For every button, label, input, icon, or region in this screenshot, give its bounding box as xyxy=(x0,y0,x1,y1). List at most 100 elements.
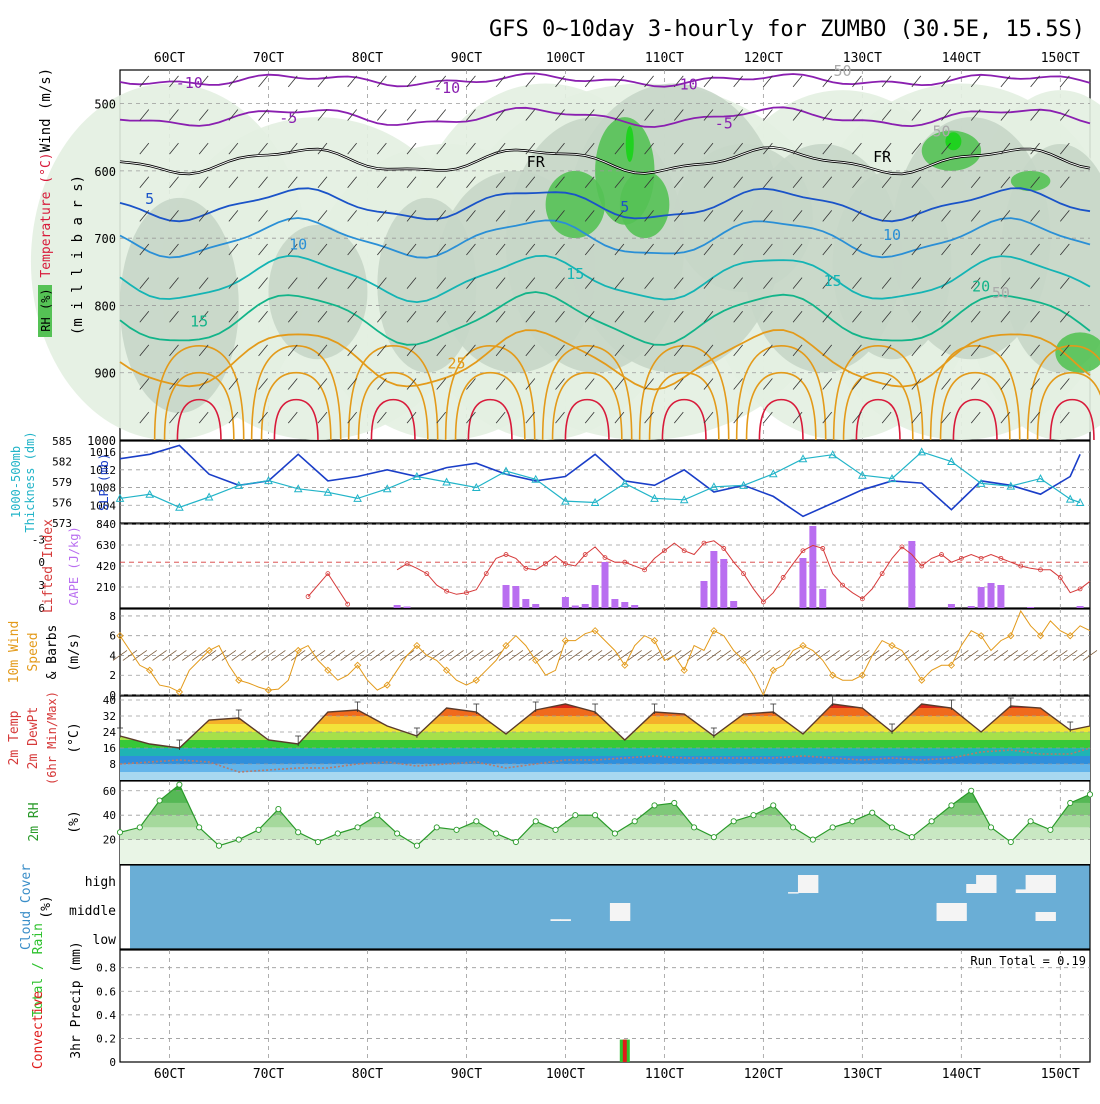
wind-barb-57 xyxy=(676,650,692,661)
upper-wind-barb-281 xyxy=(881,277,892,289)
lifted-point-6 xyxy=(404,561,410,567)
wind-barb-97 xyxy=(1072,650,1088,661)
upper-wind-barb-215 xyxy=(703,277,714,289)
temp-band-7 xyxy=(120,716,1090,724)
wind-barb-79 xyxy=(894,650,910,661)
upper-wind-barb-300 xyxy=(941,176,951,188)
upper-wind-barb-69 xyxy=(317,176,328,188)
wind-barb-40 xyxy=(508,650,524,661)
upper-wind-barb-59 xyxy=(287,210,298,222)
upper-ylabel-wind: Wind (m/s) xyxy=(38,68,54,152)
upper-wind-barb-231 xyxy=(763,75,773,88)
slp-rtick-1012: 1012 xyxy=(90,464,117,477)
cape-bar-7 xyxy=(571,605,579,608)
upper-wind-barb-149 xyxy=(525,277,536,289)
upper-wind-barb-209 xyxy=(703,75,714,88)
rh-band-1 xyxy=(120,827,1090,840)
temp-tick-24: 24 xyxy=(103,726,117,739)
cape-bar-36 xyxy=(1076,606,1084,608)
upper-wind-barb-35 xyxy=(228,142,239,155)
upper-wind-barb-66 xyxy=(317,75,328,88)
upper-wind-barb-345 xyxy=(1059,210,1070,222)
upper-wind-barb-38 xyxy=(228,243,239,256)
upper-wind-barb-92 xyxy=(377,210,387,222)
lifted-point-26 xyxy=(602,555,608,560)
cape-bar-23 xyxy=(819,589,827,608)
upper-wind-barb-129 xyxy=(466,344,476,357)
upper-wind-barb-154 xyxy=(555,75,565,88)
isotherm-line-7 xyxy=(119,329,1091,391)
upper-wind-barb-278 xyxy=(881,176,892,188)
slp-label: SLP (mb) xyxy=(97,453,111,511)
upper-wind-barb-53 xyxy=(258,378,268,390)
rh-panel-group: 20 40 60 2m RH (%) xyxy=(27,780,1094,865)
wind-barb-88 xyxy=(983,650,999,661)
upper-wind-barb-226 xyxy=(733,277,743,289)
upper-wind-barb-179 xyxy=(614,176,625,188)
thickness-point-28 xyxy=(947,456,956,465)
bottom-xtick-130CT: 130CT xyxy=(843,1067,882,1082)
precip-tick-0: 0 xyxy=(109,1056,116,1069)
wind-barb-73 xyxy=(835,650,850,661)
warm-contour-9-1 xyxy=(1036,371,1100,441)
wind-barb-1 xyxy=(122,650,138,661)
rh-point-9 xyxy=(295,829,302,836)
bottom-xtick-150CT: 150CT xyxy=(1041,1067,1080,1082)
upper-wind-barb-131 xyxy=(466,411,476,424)
upper-wind-barb-227 xyxy=(733,311,743,323)
lifted-point-8 xyxy=(424,571,430,577)
upper-ylabel-rh: RH (%) xyxy=(39,288,53,331)
cloud-block-1-1 xyxy=(976,875,987,893)
thickness-tick-576: 576 xyxy=(52,497,72,510)
upper-wind-barb-305 xyxy=(941,344,951,357)
contour-label-7: 5 xyxy=(145,190,154,208)
contour-label-10: 10 xyxy=(883,226,901,244)
precip-ylabel-conv: Convective xyxy=(31,991,46,1069)
wind-barb-90 xyxy=(1003,650,1019,661)
upper-wind-barb-150 xyxy=(525,311,536,323)
upper-wind-barb-65 xyxy=(287,411,298,424)
upper-wind-barb-219 xyxy=(703,411,714,424)
rh-tick-60: 60 xyxy=(103,785,116,798)
wind-barb-30 xyxy=(409,650,425,661)
lifted-tick-3: 3 xyxy=(38,579,45,592)
upper-wind-barb-336 xyxy=(1030,277,1040,289)
cloud-block-4-1 xyxy=(619,903,631,921)
wind-barb-27 xyxy=(380,650,395,661)
upper-wind-barb-232 xyxy=(763,109,773,121)
upper-wind-barb-22 xyxy=(198,75,209,88)
rh-point-15 xyxy=(413,842,420,849)
cape-bar-32 xyxy=(987,583,995,608)
cloud-ylabel-1: Cloud Cover xyxy=(19,864,34,950)
wind-barb-35 xyxy=(459,650,474,661)
upper-wind-barb-313 xyxy=(970,243,981,256)
upper-wind-barb-320 xyxy=(1000,109,1011,121)
upper-wind-barb-327 xyxy=(1000,344,1011,357)
wind-barb-87 xyxy=(973,650,989,661)
contour-label-13: 15 xyxy=(824,272,842,290)
upper-wind-barb-272 xyxy=(852,344,862,357)
upper-wind-barb-223 xyxy=(733,176,743,188)
lifted-point-46 xyxy=(800,548,806,554)
upper-wind-barb-139 xyxy=(495,311,506,323)
lifted-line-0 xyxy=(307,572,349,605)
wind-speed-point-9 xyxy=(205,646,213,655)
rh-point-11 xyxy=(334,830,341,837)
wind-barb-96 xyxy=(1062,650,1078,661)
rh-point-0 xyxy=(116,829,124,836)
upper-ylabel-temperature: Temperature (°C) xyxy=(39,152,54,277)
wind-speed-point-54 xyxy=(650,636,659,645)
upper-wind-barb-136 xyxy=(495,210,506,222)
cape-bar-31 xyxy=(977,587,985,608)
top-xtick-70CT: 70CT xyxy=(253,51,284,66)
lifted-point-14 xyxy=(483,571,489,577)
cloud-block-1-2 xyxy=(986,875,997,893)
bottom-xtick-60CT: 60CT xyxy=(154,1067,185,1082)
upper-wind-barb-332 xyxy=(1030,142,1040,155)
thickness-point-22 xyxy=(768,469,778,478)
wind-barb-33 xyxy=(439,650,454,661)
top-xtick-110CT: 110CT xyxy=(645,51,684,66)
upper-wind-barb-56 xyxy=(287,109,298,121)
lifted-point-34 xyxy=(681,548,687,554)
wind-speed-point-96 xyxy=(1066,632,1074,640)
